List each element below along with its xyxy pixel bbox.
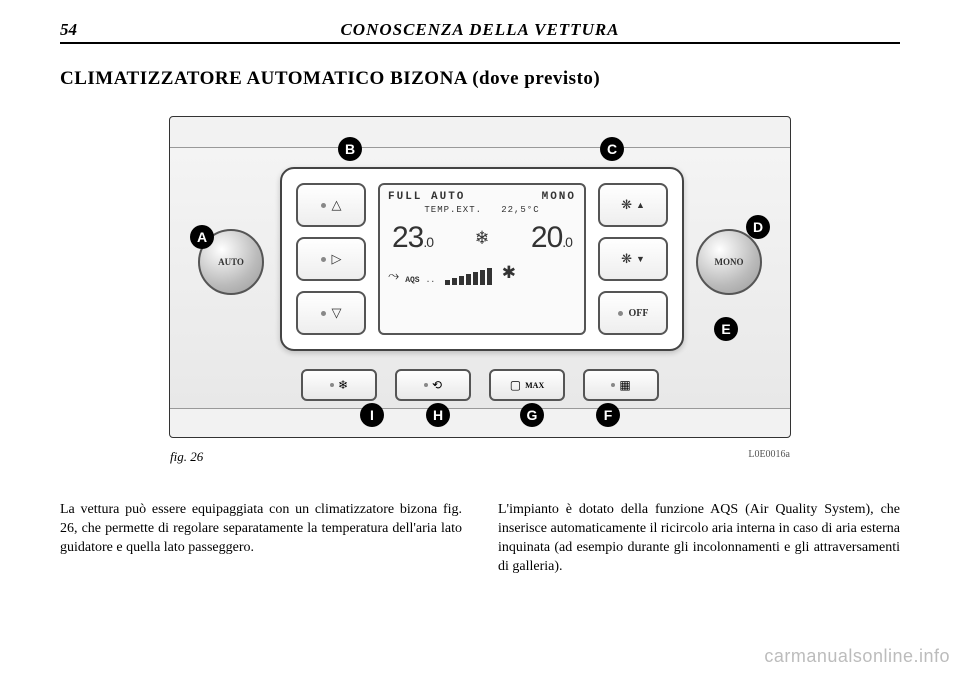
left-button-column: △ ▷ ▽ bbox=[296, 183, 366, 335]
temp-ext-label: TEMP.EXT. bbox=[424, 205, 482, 215]
figure-caption: fig. 26 bbox=[170, 449, 203, 465]
temp-left: 23.0 bbox=[392, 221, 433, 255]
callout-E: E bbox=[714, 317, 738, 341]
mono-knob-label: MONO bbox=[715, 257, 744, 267]
display-mode-right: MONO bbox=[542, 191, 576, 203]
callout-G: G bbox=[520, 403, 544, 427]
fan-up-button: ❋▲ bbox=[598, 183, 668, 227]
right-button-column: ❋▲ ❋▼ OFF bbox=[598, 183, 668, 335]
page-number: 54 bbox=[60, 20, 120, 40]
ac-icon: ❄ bbox=[338, 378, 348, 393]
off-button: OFF bbox=[598, 291, 668, 335]
callout-F: F bbox=[596, 403, 620, 427]
callout-C: C bbox=[600, 137, 624, 161]
fan-down-button: ❋▼ bbox=[598, 237, 668, 281]
watermark: carmanualsonline.info bbox=[764, 646, 950, 667]
callout-H: H bbox=[426, 403, 450, 427]
temp-right: 20.0 bbox=[531, 221, 572, 255]
mono-knob: MONO bbox=[696, 229, 762, 295]
recirc-button: ⟲ bbox=[395, 369, 471, 401]
display-mode-left: FULL AUTO bbox=[388, 191, 465, 203]
air-down-button: ▽ bbox=[296, 291, 366, 335]
callout-B: B bbox=[338, 137, 362, 161]
auto-knob-label: AUTO bbox=[218, 257, 244, 267]
callout-A: A bbox=[190, 225, 214, 249]
figure-code: L0E0016a bbox=[748, 449, 790, 465]
figure-caption-row: fig. 26 L0E0016a bbox=[170, 449, 790, 465]
section-title: CLIMATIZZATORE AUTOMATICO BIZONA (dove p… bbox=[60, 68, 900, 90]
fan-level-bars bbox=[445, 268, 492, 285]
body-text: La vettura può essere equipaggiata con u… bbox=[60, 501, 900, 577]
bottom-button-row: ❄ ⟲ ▢MAX ▦ bbox=[300, 369, 660, 399]
header-title: CONOSCENZA DELLA VETTURA bbox=[120, 20, 840, 40]
body-left: La vettura può essere equipaggiata con u… bbox=[60, 501, 462, 577]
air-front-button: ▷ bbox=[296, 237, 366, 281]
aqs-label: AQS bbox=[405, 276, 419, 285]
climate-control-figure: AUTO MONO △ ▷ ▽ FULL AUTO MONO bbox=[169, 116, 791, 438]
defrost-front-icon: ▢ bbox=[510, 378, 521, 393]
fan-icon: ✱ bbox=[502, 259, 515, 285]
recirc-icon: ⟲ bbox=[432, 378, 442, 393]
ac-button: ❄ bbox=[301, 369, 377, 401]
lcd-display: FULL AUTO MONO TEMP.EXT. 22,5°C 23.0 ❄ 2… bbox=[378, 183, 586, 335]
vent-icon: ⤳ bbox=[388, 269, 399, 285]
snowflake-icon: ❄ bbox=[476, 225, 488, 251]
callout-I: I bbox=[360, 403, 384, 427]
page-header: 54 CONOSCENZA DELLA VETTURA bbox=[60, 20, 900, 44]
air-up-button: △ bbox=[296, 183, 366, 227]
control-panel: △ ▷ ▽ FULL AUTO MONO TEMP.EXT. 22,5°C bbox=[280, 167, 684, 351]
rear-defrost-button: ▦ bbox=[583, 369, 659, 401]
defrost-max-button: ▢MAX bbox=[489, 369, 565, 401]
callout-D: D bbox=[746, 215, 770, 239]
body-right: L'impianto è dotato della funzione AQS (… bbox=[498, 501, 900, 577]
temp-ext-value: 22,5°C bbox=[501, 205, 539, 215]
rear-defrost-icon: ▦ bbox=[619, 378, 630, 393]
